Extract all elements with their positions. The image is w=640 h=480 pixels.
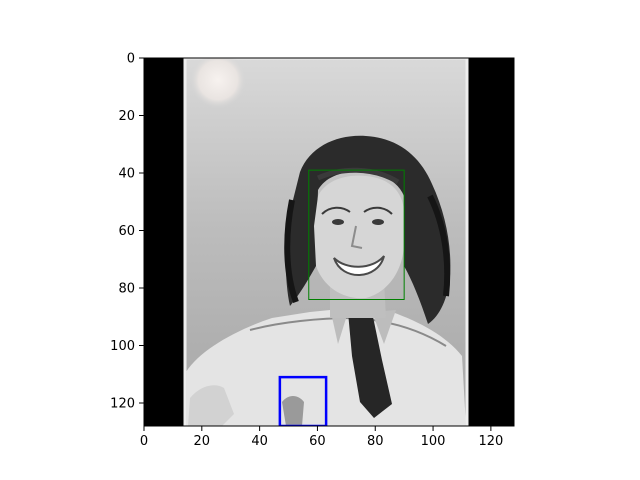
y-tick-label: 100 <box>110 339 135 354</box>
photo-image <box>183 58 469 426</box>
x-tick-label: 20 <box>194 434 211 449</box>
blue-bounding-box <box>278 375 328 426</box>
y-axis: 0 20 40 60 80 100 120 <box>110 52 144 412</box>
x-tick-label: 80 <box>367 434 384 449</box>
y-tick-label: 40 <box>118 167 135 182</box>
face-bounding-box <box>308 169 405 300</box>
x-tick-label: 100 <box>421 434 446 449</box>
y-tick-label: 80 <box>118 282 135 297</box>
x-tick-label: 0 <box>140 434 148 449</box>
x-tick-label: 120 <box>478 434 503 449</box>
x-axis: 0 20 40 60 80 100 120 <box>140 426 503 449</box>
axes-frame <box>143 57 515 427</box>
y-tick-label: 120 <box>110 397 135 412</box>
image-plot-area <box>144 58 514 426</box>
y-tick-label: 20 <box>118 109 135 124</box>
y-tick-label: 0 <box>127 52 135 67</box>
bounding-boxes <box>278 169 405 426</box>
x-tick-label: 40 <box>251 434 268 449</box>
y-tick-label: 60 <box>118 224 135 239</box>
x-tick-label: 60 <box>309 434 326 449</box>
